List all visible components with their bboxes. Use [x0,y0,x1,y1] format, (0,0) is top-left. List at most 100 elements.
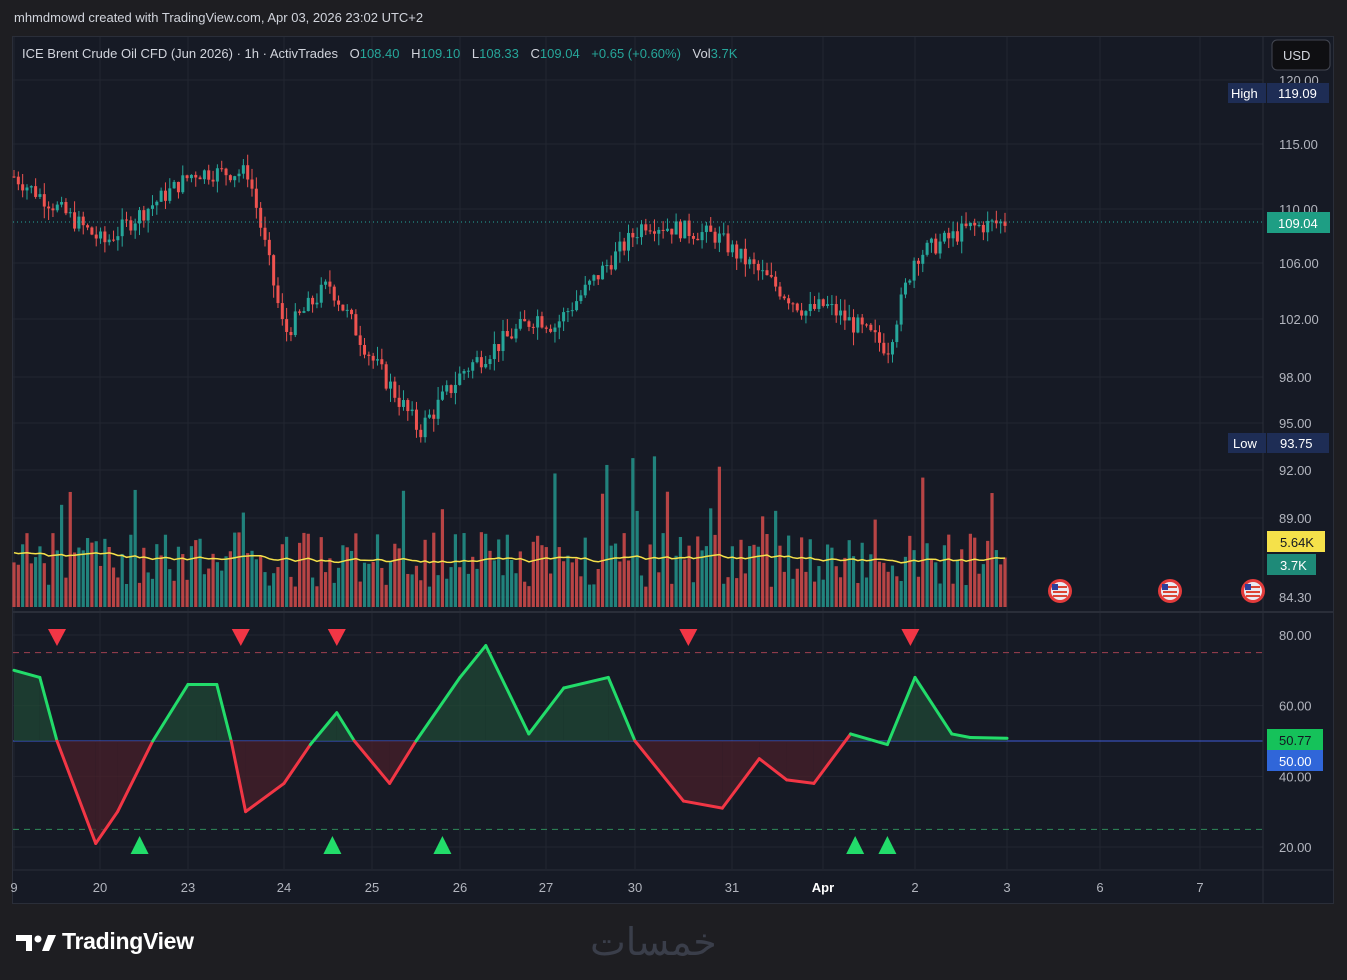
candle-body [354,314,358,336]
candle-body [886,353,890,355]
volume-bar [921,477,925,607]
candle-body [813,303,817,309]
volume-bar [605,464,609,607]
candle-body [756,263,760,271]
volume-bar [730,546,734,607]
candle-body [921,254,925,264]
high-tag-box [1228,83,1266,103]
volume-bar [609,545,613,607]
volume-bar [817,566,821,607]
candle-body [94,234,98,239]
volume-bar [804,571,808,607]
candle-body [358,335,362,345]
candle-body [878,332,882,343]
candle-body [237,173,241,177]
candle-body [168,188,172,201]
candle-body [687,220,691,236]
volume-bar [29,563,33,607]
osc-line [812,732,853,785]
event-flag-icon[interactable] [1048,579,1072,603]
volume-bar [964,585,968,607]
volume-bar [375,534,380,607]
candle-body [557,321,561,328]
candle-body [302,311,306,313]
event-flag-icon[interactable] [1241,579,1265,603]
volume-bar [336,567,341,607]
candle-body [704,225,708,233]
volume-bar [561,561,566,607]
currency-button [1271,39,1331,71]
volume-bar [289,576,293,607]
candle-body [202,170,206,180]
volume-bar [501,575,505,607]
candle-body [254,188,258,208]
price-tick-label: 92.00 [1279,463,1312,478]
volume-bar [241,512,245,607]
volume-bar [557,547,561,607]
volume-bar [211,553,215,607]
candle-body [21,184,25,191]
candle-body [311,297,315,305]
candle-body [947,232,951,239]
low-tag-value: 93.75 [1280,436,1313,451]
volume-bar [228,551,232,607]
candle-body [475,357,479,363]
candle-body [570,310,574,312]
candle-body [276,285,280,304]
candle-body [908,280,912,283]
volume-bar [700,550,704,607]
candle-body [730,244,734,253]
candle-body [531,326,535,328]
osc-value: 50.77 [1279,733,1312,748]
volume-bar [111,567,116,607]
sell-signal-icon [327,629,346,646]
time-tick-label: 9 [10,880,17,895]
candle-body [86,225,90,228]
volume-bar [81,550,85,607]
candle-body [510,336,514,339]
volume-bar [358,581,362,607]
event-flag-icon[interactable] [1158,579,1182,603]
volume-bar [661,533,665,607]
osc-line [229,739,248,814]
candle-body [423,417,427,438]
candle-body [540,316,544,328]
volume-bar [856,583,860,607]
volume-bar [947,534,951,607]
osc-line [116,739,155,814]
osc-line [968,735,1009,740]
volume-bar [691,582,696,607]
candle-body [903,282,907,295]
candle-body [518,319,522,329]
candle-body [739,248,743,259]
volume-bar [549,573,553,607]
time-tick-label: 2 [911,880,918,895]
brand-logo[interactable]: TradingView [16,928,194,955]
osc-line [352,739,392,785]
candle-body [350,309,354,315]
candle-body [16,176,20,185]
candle-body [843,310,847,321]
candle-body [285,319,289,332]
volume-bar [72,552,77,607]
candle-body [298,311,302,313]
candle-body [605,265,609,267]
candle-body [198,177,202,180]
candle-body [414,409,418,430]
sell-signal-icon [48,629,66,646]
candle-body [614,251,618,270]
volume-bar [68,491,72,607]
candle-body [609,265,613,270]
vol-ma-tag [1267,531,1325,552]
candle-body [42,194,46,207]
vol-tag [1267,554,1316,575]
osc-line [950,732,972,739]
candle-body [388,381,392,389]
volume-bar [912,550,916,607]
volume-bar [709,508,713,607]
volume-bar [990,493,994,607]
volume-bar [752,544,756,607]
candle-body [77,216,81,229]
volume-bar [864,577,869,607]
